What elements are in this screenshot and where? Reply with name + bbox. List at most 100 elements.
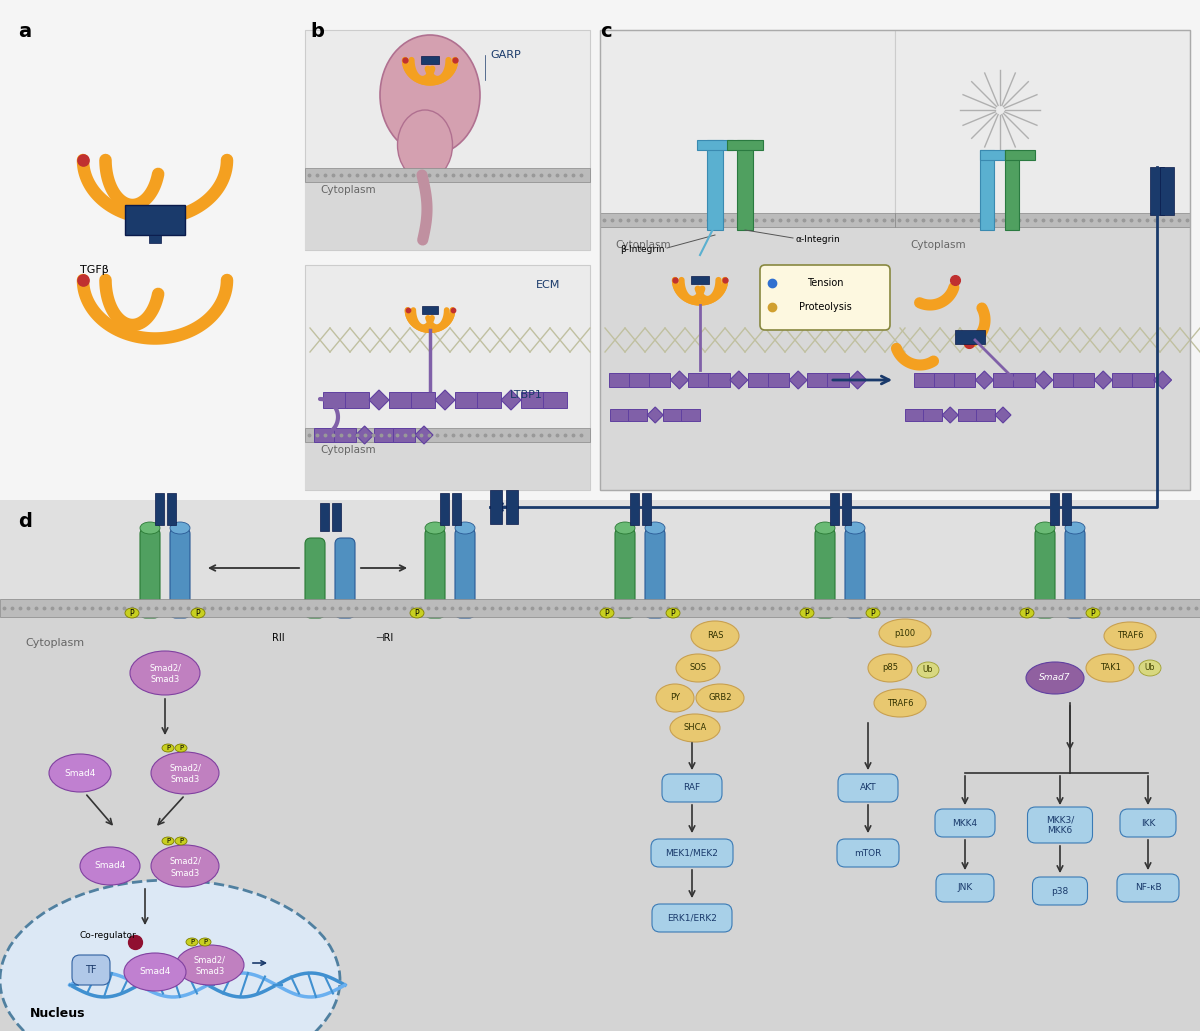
- Ellipse shape: [170, 522, 190, 534]
- Bar: [906, 408, 925, 422]
- Bar: [334, 428, 355, 442]
- Bar: [1112, 373, 1134, 388]
- Ellipse shape: [845, 522, 865, 534]
- Ellipse shape: [380, 35, 480, 155]
- Ellipse shape: [1026, 662, 1084, 694]
- Text: P: P: [196, 608, 200, 618]
- Ellipse shape: [1086, 654, 1134, 681]
- Ellipse shape: [616, 522, 635, 534]
- Bar: [708, 373, 730, 388]
- Bar: [830, 493, 839, 525]
- Ellipse shape: [140, 522, 160, 534]
- Text: RAS: RAS: [707, 632, 724, 640]
- Text: c: c: [600, 22, 612, 41]
- Ellipse shape: [1104, 622, 1156, 650]
- Bar: [314, 428, 336, 442]
- Polygon shape: [995, 407, 1012, 423]
- Text: b: b: [310, 22, 324, 41]
- Bar: [727, 140, 763, 149]
- Ellipse shape: [425, 522, 445, 534]
- Text: P: P: [1025, 608, 1030, 618]
- FancyBboxPatch shape: [170, 528, 190, 618]
- Text: Tension: Tension: [806, 278, 844, 288]
- Bar: [394, 428, 415, 442]
- Bar: [628, 408, 647, 422]
- Text: MKK3/
MKK6: MKK3/ MKK6: [1046, 816, 1074, 835]
- Polygon shape: [1094, 371, 1112, 389]
- Text: Smad2/: Smad2/: [149, 664, 181, 672]
- Bar: [452, 493, 461, 525]
- Text: P: P: [179, 838, 184, 844]
- Ellipse shape: [1139, 660, 1162, 676]
- Text: SHCA: SHCA: [683, 724, 707, 732]
- Ellipse shape: [199, 938, 211, 946]
- Bar: [1013, 373, 1034, 388]
- Bar: [305, 265, 590, 490]
- Bar: [0, 608, 1200, 1031]
- Bar: [1052, 373, 1074, 388]
- Text: Cytoplasm: Cytoplasm: [616, 240, 671, 250]
- Text: Smad3: Smad3: [150, 675, 180, 685]
- Ellipse shape: [397, 110, 452, 180]
- Text: Smad3: Smad3: [170, 775, 199, 785]
- Text: a: a: [18, 22, 31, 41]
- Bar: [630, 493, 640, 525]
- Text: Smad3: Smad3: [170, 868, 199, 877]
- Text: SOS: SOS: [690, 664, 707, 672]
- Bar: [422, 306, 438, 313]
- Text: Smad7: Smad7: [1039, 673, 1070, 683]
- Text: MEK1/MEK2: MEK1/MEK2: [666, 849, 719, 858]
- Ellipse shape: [815, 522, 835, 534]
- Text: P: P: [415, 608, 419, 618]
- Text: P: P: [671, 608, 676, 618]
- Bar: [600, 30, 895, 490]
- Ellipse shape: [691, 621, 739, 651]
- FancyBboxPatch shape: [936, 874, 994, 902]
- Text: Cytoplasm: Cytoplasm: [320, 185, 376, 195]
- FancyBboxPatch shape: [305, 538, 325, 618]
- Text: d: d: [18, 512, 32, 531]
- Bar: [707, 140, 722, 230]
- Bar: [611, 408, 630, 422]
- Bar: [934, 373, 955, 388]
- Ellipse shape: [874, 689, 926, 717]
- Ellipse shape: [1034, 522, 1055, 534]
- Bar: [1073, 373, 1094, 388]
- Ellipse shape: [49, 754, 112, 792]
- Bar: [976, 408, 995, 422]
- Text: Smad2/: Smad2/: [169, 857, 202, 865]
- Bar: [914, 373, 936, 388]
- Ellipse shape: [175, 744, 187, 752]
- Bar: [959, 408, 978, 422]
- Ellipse shape: [666, 608, 680, 618]
- Bar: [373, 428, 395, 442]
- Text: RII: RII: [272, 633, 286, 643]
- Text: GRB2: GRB2: [708, 694, 732, 702]
- Text: GARP: GARP: [490, 49, 521, 60]
- Ellipse shape: [800, 608, 814, 618]
- Bar: [664, 408, 683, 422]
- Bar: [155, 493, 164, 525]
- Text: p38: p38: [1051, 887, 1069, 896]
- FancyBboxPatch shape: [1120, 809, 1176, 837]
- Bar: [421, 56, 439, 64]
- Text: mTOR: mTOR: [854, 849, 882, 858]
- Text: TRAF6: TRAF6: [887, 698, 913, 707]
- Polygon shape: [1153, 371, 1171, 389]
- Text: P: P: [871, 608, 875, 618]
- Bar: [737, 140, 754, 230]
- FancyBboxPatch shape: [760, 265, 890, 330]
- Text: RAF: RAF: [684, 784, 701, 793]
- Polygon shape: [436, 390, 455, 410]
- Ellipse shape: [125, 608, 139, 618]
- Polygon shape: [848, 371, 866, 389]
- Text: Proteolysis: Proteolysis: [799, 302, 851, 312]
- Ellipse shape: [1086, 608, 1100, 618]
- Bar: [332, 503, 341, 531]
- Text: Cytoplasm: Cytoplasm: [320, 445, 376, 455]
- Bar: [389, 392, 413, 408]
- Bar: [305, 175, 590, 250]
- Bar: [680, 408, 700, 422]
- Ellipse shape: [696, 684, 744, 712]
- Bar: [490, 490, 502, 524]
